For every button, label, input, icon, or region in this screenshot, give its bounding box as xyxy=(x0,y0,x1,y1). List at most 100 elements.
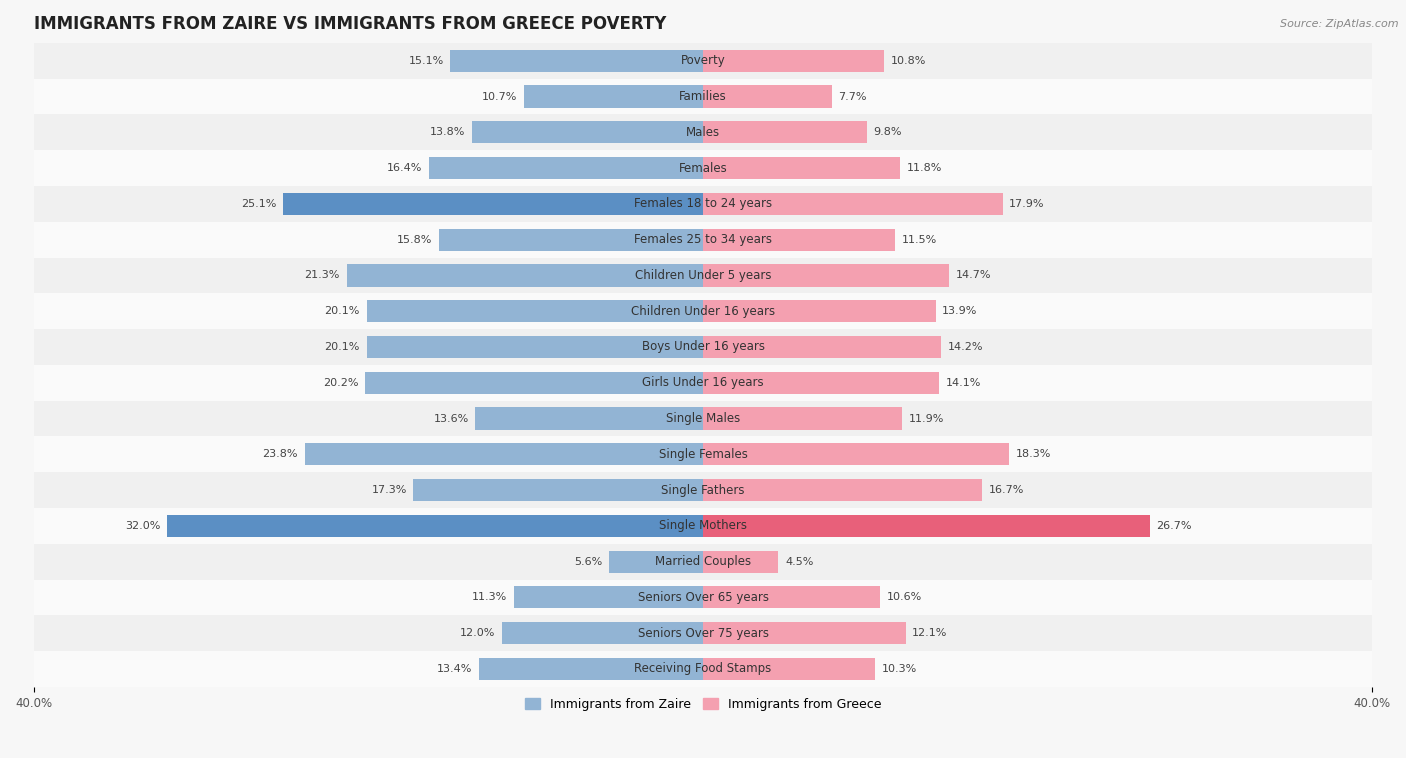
Text: 25.1%: 25.1% xyxy=(240,199,276,209)
Bar xyxy=(513,586,703,609)
Bar xyxy=(34,222,1372,258)
Text: Poverty: Poverty xyxy=(681,55,725,67)
Text: Seniors Over 65 years: Seniors Over 65 years xyxy=(637,591,769,604)
Text: Children Under 16 years: Children Under 16 years xyxy=(631,305,775,318)
Bar xyxy=(703,586,880,609)
Text: 32.0%: 32.0% xyxy=(125,521,160,531)
Bar xyxy=(703,265,949,287)
Text: 13.8%: 13.8% xyxy=(430,127,465,137)
Text: 13.4%: 13.4% xyxy=(437,664,472,674)
Bar xyxy=(34,43,1372,79)
Bar xyxy=(34,508,1372,543)
Text: 23.8%: 23.8% xyxy=(263,449,298,459)
Bar xyxy=(429,157,703,179)
Text: Single Fathers: Single Fathers xyxy=(661,484,745,496)
Bar xyxy=(475,408,703,430)
Text: Single Males: Single Males xyxy=(666,412,740,425)
Text: Families: Families xyxy=(679,90,727,103)
Bar xyxy=(703,86,832,108)
Bar xyxy=(703,193,1002,215)
Text: 4.5%: 4.5% xyxy=(785,556,814,567)
Text: Females 18 to 24 years: Females 18 to 24 years xyxy=(634,197,772,211)
Text: 20.1%: 20.1% xyxy=(325,342,360,352)
Text: Single Females: Single Females xyxy=(658,448,748,461)
Text: 14.1%: 14.1% xyxy=(946,377,981,388)
Text: Receiving Food Stamps: Receiving Food Stamps xyxy=(634,662,772,675)
Text: 15.1%: 15.1% xyxy=(408,56,443,66)
Bar xyxy=(703,658,876,680)
Text: Boys Under 16 years: Boys Under 16 years xyxy=(641,340,765,353)
Bar xyxy=(346,265,703,287)
Bar xyxy=(34,79,1372,114)
Bar xyxy=(478,658,703,680)
Bar xyxy=(34,293,1372,329)
Bar xyxy=(34,543,1372,580)
Text: Girls Under 16 years: Girls Under 16 years xyxy=(643,376,763,390)
Bar xyxy=(450,50,703,72)
Bar xyxy=(283,193,703,215)
Bar xyxy=(34,186,1372,222)
Bar xyxy=(703,50,884,72)
Bar xyxy=(439,229,703,251)
Text: 7.7%: 7.7% xyxy=(838,92,868,102)
Bar xyxy=(703,229,896,251)
Text: IMMIGRANTS FROM ZAIRE VS IMMIGRANTS FROM GREECE POVERTY: IMMIGRANTS FROM ZAIRE VS IMMIGRANTS FROM… xyxy=(34,15,666,33)
Bar xyxy=(472,121,703,143)
Text: 18.3%: 18.3% xyxy=(1017,449,1052,459)
Text: 10.3%: 10.3% xyxy=(882,664,917,674)
Text: 11.9%: 11.9% xyxy=(908,414,945,424)
Text: Males: Males xyxy=(686,126,720,139)
Text: 26.7%: 26.7% xyxy=(1157,521,1192,531)
Text: 13.6%: 13.6% xyxy=(433,414,468,424)
Bar xyxy=(703,371,939,394)
Text: Seniors Over 75 years: Seniors Over 75 years xyxy=(637,627,769,640)
Bar xyxy=(34,150,1372,186)
Bar xyxy=(367,336,703,358)
Bar xyxy=(34,401,1372,437)
Bar xyxy=(34,114,1372,150)
Text: 21.3%: 21.3% xyxy=(305,271,340,280)
Text: 20.2%: 20.2% xyxy=(323,377,359,388)
Text: 14.2%: 14.2% xyxy=(948,342,983,352)
Bar xyxy=(703,479,983,501)
Text: 10.7%: 10.7% xyxy=(482,92,517,102)
Bar xyxy=(703,336,941,358)
Bar xyxy=(703,622,905,644)
Bar xyxy=(34,651,1372,687)
Text: Children Under 5 years: Children Under 5 years xyxy=(634,269,772,282)
Bar xyxy=(305,443,703,465)
Bar xyxy=(34,258,1372,293)
Text: 10.6%: 10.6% xyxy=(887,593,922,603)
Bar xyxy=(34,329,1372,365)
Bar xyxy=(34,472,1372,508)
Text: Females 25 to 34 years: Females 25 to 34 years xyxy=(634,233,772,246)
Text: 10.8%: 10.8% xyxy=(890,56,925,66)
Bar xyxy=(502,622,703,644)
Text: 5.6%: 5.6% xyxy=(574,556,603,567)
Bar xyxy=(34,580,1372,615)
Bar xyxy=(703,300,935,322)
Text: Married Couples: Married Couples xyxy=(655,555,751,568)
Text: 12.1%: 12.1% xyxy=(912,628,948,638)
Text: 12.0%: 12.0% xyxy=(460,628,495,638)
Text: 16.4%: 16.4% xyxy=(387,163,422,173)
Text: 17.9%: 17.9% xyxy=(1010,199,1045,209)
Text: Source: ZipAtlas.com: Source: ZipAtlas.com xyxy=(1281,19,1399,29)
Text: Single Mothers: Single Mothers xyxy=(659,519,747,532)
Text: 11.8%: 11.8% xyxy=(907,163,942,173)
Text: 11.3%: 11.3% xyxy=(472,593,508,603)
Bar xyxy=(34,615,1372,651)
Text: 9.8%: 9.8% xyxy=(873,127,903,137)
Bar xyxy=(609,550,703,573)
Bar xyxy=(703,157,900,179)
Text: 13.9%: 13.9% xyxy=(942,306,977,316)
Bar xyxy=(703,443,1010,465)
Legend: Immigrants from Zaire, Immigrants from Greece: Immigrants from Zaire, Immigrants from G… xyxy=(519,693,887,716)
Text: 17.3%: 17.3% xyxy=(371,485,406,495)
Bar xyxy=(703,550,779,573)
Text: Females: Females xyxy=(679,161,727,174)
Bar xyxy=(167,515,703,537)
Bar xyxy=(703,408,903,430)
Bar xyxy=(413,479,703,501)
Bar xyxy=(703,515,1150,537)
